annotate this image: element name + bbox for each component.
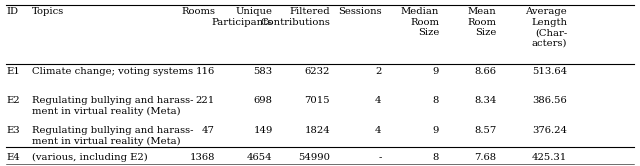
Text: 698: 698: [253, 96, 273, 105]
Text: 221: 221: [196, 96, 215, 105]
Text: 6232: 6232: [305, 67, 330, 76]
Text: E2: E2: [6, 96, 20, 105]
Text: 8: 8: [433, 96, 439, 105]
Text: 9: 9: [433, 126, 439, 135]
Text: Average
Length
(Char-
acters): Average Length (Char- acters): [525, 7, 567, 48]
Text: ID: ID: [6, 7, 19, 16]
Text: E1: E1: [6, 67, 20, 76]
Text: 7015: 7015: [305, 96, 330, 105]
Text: Regulating bullying and harass-
ment in virtual reality (Meta): Regulating bullying and harass- ment in …: [32, 126, 193, 146]
Text: 4654: 4654: [247, 153, 273, 162]
Text: 4: 4: [375, 126, 381, 135]
Text: 8: 8: [433, 153, 439, 162]
Text: Topics: Topics: [32, 7, 64, 16]
Text: Mean
Room
Size: Mean Room Size: [468, 7, 497, 37]
Text: 2: 2: [375, 67, 381, 76]
Text: Median
Room
Size: Median Room Size: [401, 7, 439, 37]
Text: Climate change; voting systems: Climate change; voting systems: [32, 67, 193, 76]
Text: 4: 4: [375, 96, 381, 105]
Text: 7.68: 7.68: [474, 153, 497, 162]
Text: -: -: [378, 153, 381, 162]
Text: (various, including E2): (various, including E2): [32, 153, 148, 162]
Text: 583: 583: [253, 67, 273, 76]
Text: E4: E4: [6, 153, 20, 162]
Text: 513.64: 513.64: [532, 67, 567, 76]
Text: E3: E3: [6, 126, 20, 135]
Text: 149: 149: [253, 126, 273, 135]
Text: Unique
Participants: Unique Participants: [211, 7, 273, 27]
Text: Sessions: Sessions: [338, 7, 381, 16]
Text: Rooms: Rooms: [181, 7, 215, 16]
Text: 376.24: 376.24: [532, 126, 567, 135]
Text: 54990: 54990: [298, 153, 330, 162]
Text: 1824: 1824: [305, 126, 330, 135]
Text: 425.31: 425.31: [532, 153, 567, 162]
Text: 386.56: 386.56: [532, 96, 567, 105]
Text: 47: 47: [202, 126, 215, 135]
Text: Regulating bullying and harass-
ment in virtual reality (Meta): Regulating bullying and harass- ment in …: [32, 96, 193, 116]
Text: Filtered
Contributions: Filtered Contributions: [260, 7, 330, 27]
Text: 8.34: 8.34: [474, 96, 497, 105]
Text: 8.57: 8.57: [474, 126, 497, 135]
Text: 8.66: 8.66: [475, 67, 497, 76]
Text: 116: 116: [196, 67, 215, 76]
Text: 9: 9: [433, 67, 439, 76]
Text: 1368: 1368: [189, 153, 215, 162]
